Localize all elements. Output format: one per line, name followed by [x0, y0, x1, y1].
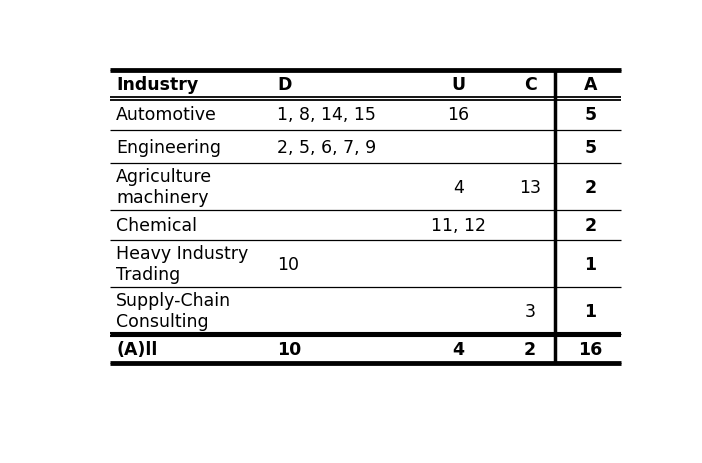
- Text: Supply-Chain
Consulting: Supply-Chain Consulting: [116, 292, 231, 331]
- Text: C: C: [524, 75, 536, 94]
- Text: Agriculture
machinery: Agriculture machinery: [116, 168, 212, 207]
- Text: U: U: [451, 75, 465, 94]
- Text: 1: 1: [584, 255, 596, 273]
- Text: 2, 5, 6, 7, 9: 2, 5, 6, 7, 9: [277, 138, 376, 156]
- Text: 16: 16: [578, 340, 602, 358]
- Text: 1, 8, 14, 15: 1, 8, 14, 15: [277, 106, 376, 124]
- Text: A: A: [583, 75, 597, 94]
- Text: 16: 16: [447, 106, 470, 124]
- Text: Industry: Industry: [116, 75, 198, 94]
- Text: 5: 5: [584, 138, 596, 156]
- Text: 11, 12: 11, 12: [431, 217, 486, 235]
- Text: Engineering: Engineering: [116, 138, 221, 156]
- Text: 5: 5: [584, 106, 596, 124]
- Text: 1: 1: [584, 302, 596, 320]
- Text: 2: 2: [524, 340, 536, 358]
- Text: 4: 4: [453, 340, 465, 358]
- Text: Chemical: Chemical: [116, 217, 197, 235]
- Text: 3: 3: [524, 302, 536, 320]
- Text: Automotive: Automotive: [116, 106, 217, 124]
- Text: (A)ll: (A)ll: [116, 340, 157, 358]
- Text: 2: 2: [584, 179, 596, 196]
- Text: D: D: [277, 75, 291, 94]
- Text: 4: 4: [453, 179, 464, 196]
- Text: 2: 2: [584, 217, 596, 235]
- Text: 13: 13: [519, 179, 541, 196]
- Text: 10: 10: [277, 255, 299, 273]
- Text: 10: 10: [277, 340, 301, 358]
- Text: Heavy Industry
Trading: Heavy Industry Trading: [116, 245, 249, 283]
